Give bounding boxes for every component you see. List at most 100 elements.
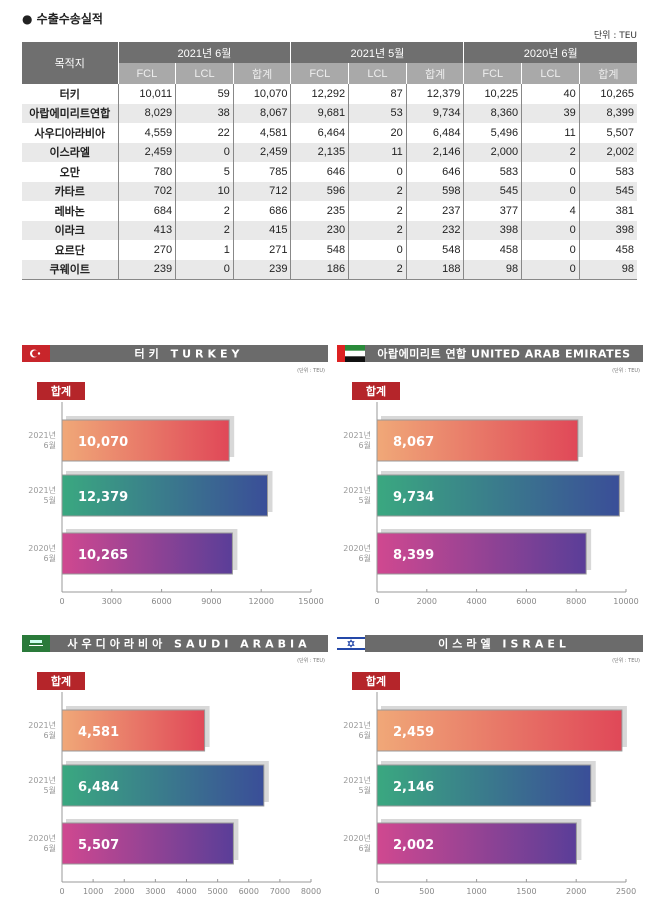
destination-cell: 터키 (59, 88, 80, 101)
tick-label: 9000 (201, 597, 221, 606)
value-cell: 11 (348, 142, 407, 162)
bar-chart: 아랍에미리트 연합 UNITED ARAB EMIRATES (단위 : TEU)… (337, 345, 643, 606)
value-cell: 11 (521, 123, 580, 143)
tick-label: 2000 (114, 887, 134, 896)
category-label: 5월 (359, 495, 371, 505)
value-cell: 12,292 (290, 84, 349, 104)
value-cell: 271 (232, 240, 291, 260)
value-cell: 2 (348, 220, 407, 240)
tick-label: 0 (374, 887, 379, 896)
sub-header: 합계 (232, 63, 291, 84)
category-label: 2020년 (343, 543, 371, 553)
tick-label: 1500 (516, 887, 536, 896)
bar (61, 764, 265, 807)
chart-title: 터키 TURKEY (135, 347, 244, 361)
tick-label: 6000 (239, 887, 259, 896)
turkey-flag-icon (22, 345, 50, 362)
value-cell: 0 (521, 162, 580, 182)
chart-panel: 아랍에미리트 연합 UNITED ARAB EMIRATES (단위 : TEU)… (337, 345, 643, 615)
table-row: 아랍에미리트연합 8,029 38 8,067 9,681 53 9,734 8,360 39 8… (22, 103, 637, 123)
value-cell: 2 (348, 201, 407, 221)
value-cell: 0 (521, 240, 580, 260)
value-cell: 0 (348, 162, 407, 182)
value-cell: 0 (521, 259, 580, 280)
bar-value-label: 2,459 (393, 725, 434, 740)
value-cell: 53 (348, 103, 407, 123)
tick-label: 6000 (151, 597, 171, 606)
tick-label: 4000 (466, 597, 486, 606)
tick-label: 2000 (566, 887, 586, 896)
value-cell: 458 (578, 240, 637, 260)
category-label: 6월 (44, 730, 56, 740)
tick-label: 3000 (145, 887, 165, 896)
value-cell: 377 (463, 201, 522, 221)
table-row: 이라크 413 2 415 230 2 232 398 0 398 (22, 220, 637, 240)
chart-panel: 터키 TURKEY (단위 : TEU) 합계 10,070 2021년 6월 12,379… (22, 345, 328, 615)
value-cell: 0 (521, 220, 580, 240)
tick-label: 4000 (176, 887, 196, 896)
value-cell: 415 (232, 220, 291, 240)
title-bar (22, 345, 328, 362)
total-badge (352, 672, 400, 690)
value-cell: 780 (117, 162, 176, 182)
category-label: 2021년 (343, 775, 371, 785)
category-label: 2021년 (343, 720, 371, 730)
value-cell: 22 (175, 123, 234, 143)
destination-cell: 사우디아라비아 (34, 127, 106, 140)
value-cell: 38 (175, 103, 234, 123)
value-cell: 98 (578, 259, 637, 280)
value-cell: 4,581 (232, 123, 291, 143)
value-cell: 0 (175, 259, 234, 280)
value-cell: 12,379 (405, 84, 464, 104)
value-cell: 230 (290, 220, 349, 240)
tick-label: 5000 (207, 887, 227, 896)
bar-chart: 사우디아라비아 SAUDI ARABIA (단위 : TEU) 합계 4,581 202… (22, 635, 328, 896)
category-label: 2021년 (28, 720, 56, 730)
chart-panel: 이스라엘 ISRAEL (단위 : TEU) 합계 2,459 2021년 6월 2,146… (337, 635, 643, 904)
bar-chart: 이스라엘 ISRAEL(단위 : TEU)합계2,4592021년6월2,146… (337, 635, 643, 896)
value-cell: 548 (405, 240, 464, 260)
bar (376, 474, 620, 517)
value-cell: 2 (175, 220, 234, 240)
value-cell: 239 (232, 259, 291, 280)
bar (61, 709, 206, 752)
category-label: 6월 (44, 440, 56, 450)
saudi-flag-icon (22, 635, 50, 652)
category-label: 6월 (44, 553, 56, 563)
destination-cell: 이라크 (22, 220, 118, 240)
value-cell: 2 (521, 142, 580, 162)
value-cell: 398 (578, 220, 637, 240)
bar-chart: 터키 TURKEY(단위 : TEU)합계10,0702021년6월12,379… (22, 345, 328, 606)
tick-label: 0 (59, 597, 64, 606)
value-cell: 10,265 (578, 84, 637, 104)
tick-label: 8000 (566, 597, 586, 606)
value-cell: 4,559 (117, 123, 176, 143)
destination-cell: 아랍에미리트연합 (22, 103, 118, 123)
bar (61, 822, 234, 865)
value-cell: 186 (290, 259, 349, 280)
total-badge-label: 합계 (51, 384, 71, 398)
tick-label: 15000 (298, 597, 323, 606)
bar (61, 532, 233, 575)
period-header: 2021년 5월 (290, 42, 464, 63)
bar (61, 419, 230, 462)
value-cell: 20 (348, 123, 407, 143)
bar-value-label: 9,734 (393, 490, 434, 505)
tick-label: 1000 (83, 887, 103, 896)
bar-value-label: 12,379 (78, 490, 128, 505)
value-cell: 583 (463, 162, 522, 182)
value-cell: 684 (117, 201, 176, 221)
value-cell: 235 (290, 201, 349, 221)
value-cell: 4 (521, 201, 580, 221)
category-label: 5월 (359, 785, 371, 795)
unit-label: (단위 : TEU) (612, 367, 640, 374)
value-cell: 232 (405, 220, 464, 240)
tick-label: 2500 (616, 887, 636, 896)
bar (376, 419, 579, 462)
sub-header: 합계 (578, 63, 637, 84)
value-cell: 87 (348, 84, 407, 104)
table-row: 터키 10,011 59 10,070 12,292 87 12,379 10,225 40 10… (22, 84, 637, 104)
value-cell: 2,002 (578, 142, 637, 162)
period-header: 2020년 6월 (463, 42, 637, 63)
tick-label: 10000 (613, 597, 638, 606)
